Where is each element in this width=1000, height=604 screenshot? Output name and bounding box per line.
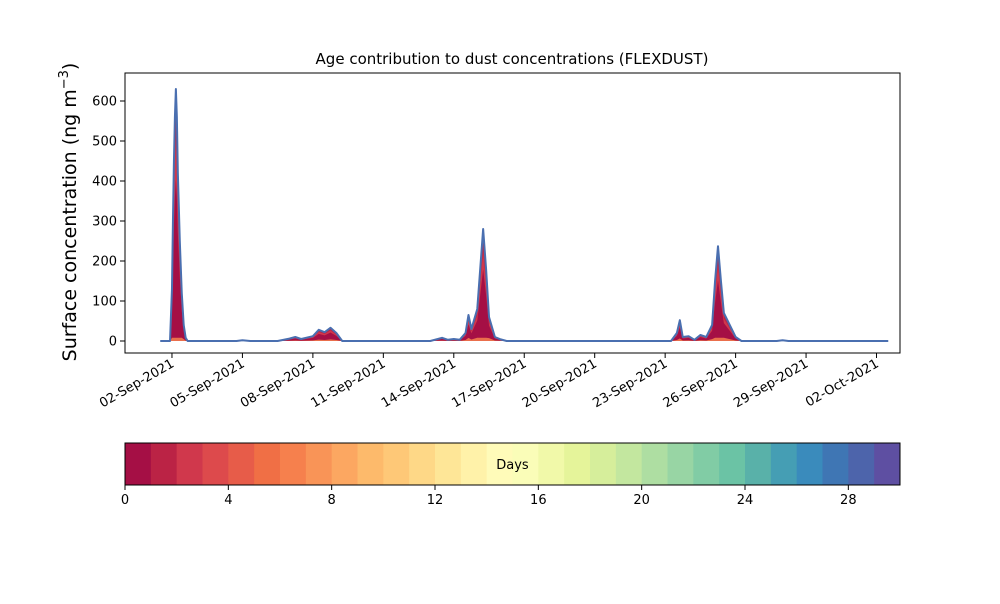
y-tick-label: 500 xyxy=(92,135,117,150)
colorbar-segment xyxy=(486,443,513,485)
colorbar-segment xyxy=(667,443,694,485)
colorbar-segment xyxy=(848,443,875,485)
colorbar-frame xyxy=(124,442,901,486)
colorbar-segment xyxy=(125,443,152,485)
colorbar-tick-label: 12 xyxy=(427,493,444,508)
colorbar-tick-label: 24 xyxy=(737,493,754,508)
colorbar-segment xyxy=(409,443,436,485)
x-tick-label: 02-Sep-2021 xyxy=(97,356,177,411)
axes-frame xyxy=(124,72,901,354)
y-tick-label: 300 xyxy=(92,215,117,230)
x-tick-label: 05-Sep-2021 xyxy=(168,356,248,411)
colorbar-segment xyxy=(796,443,823,485)
colorbar-segment xyxy=(822,443,849,485)
colorbar-segment xyxy=(641,443,668,485)
colorbar-segment xyxy=(460,443,488,485)
x-tick-label: 02-Oct-2021 xyxy=(803,356,881,410)
colorbar-segment xyxy=(435,443,462,485)
colorbar-segment xyxy=(357,443,384,485)
x-tick-label: 29-Sep-2021 xyxy=(731,356,811,411)
age-layer-area-1 xyxy=(160,106,889,341)
colorbar-segment xyxy=(512,443,539,485)
plot-area: 0 100 200 300 400 500 600 02-Sep-202105-Sep-202… xyxy=(92,72,901,411)
age-layer-area-2 xyxy=(160,139,889,341)
x-tick-label: 11-Sep-2021 xyxy=(309,356,389,411)
colorbar-segment xyxy=(590,443,617,485)
series-line-total xyxy=(160,88,889,342)
colorbar-tick-label: 4 xyxy=(224,493,232,508)
age-layer-area-0 xyxy=(160,89,889,341)
colorbar-segment xyxy=(280,443,307,485)
x-tick-label: 20-Sep-2021 xyxy=(520,356,600,411)
x-tick-label: 17-Sep-2021 xyxy=(449,356,529,411)
colorbar: 0 4 8 12 16 20 24 28 Days xyxy=(121,442,901,508)
colorbar-segment xyxy=(719,443,746,485)
y-axis-label-close: ) xyxy=(59,63,81,70)
colorbar-segment xyxy=(228,443,255,485)
y-tick-label: 100 xyxy=(92,295,117,310)
y-tick-label: 600 xyxy=(92,95,117,110)
colorbar-segment xyxy=(202,443,229,485)
age-layer-area-3 xyxy=(160,179,889,341)
y-axis-label: Surface concentration (ng m−3) xyxy=(57,63,81,362)
y-axis-label-main: Surface concentration (ng m xyxy=(59,89,81,361)
colorbar-tick-label: 20 xyxy=(633,493,650,508)
colorbar-segment xyxy=(176,443,203,485)
colorbar-tick-label: 16 xyxy=(530,493,547,508)
colorbar-segment xyxy=(383,443,410,485)
colorbar-label: Days xyxy=(496,458,529,473)
y-axis-label-exponent: −3 xyxy=(57,70,72,89)
y-tick-label: 400 xyxy=(92,175,117,190)
y-tick-label: 0 xyxy=(109,335,117,350)
colorbar-segment xyxy=(693,443,720,485)
colorbar-segment xyxy=(254,443,281,485)
colorbar-segment xyxy=(770,443,798,485)
colorbar-segment xyxy=(305,443,333,485)
x-tick-label: 26-Sep-2021 xyxy=(661,356,741,411)
colorbar-segment xyxy=(150,443,178,485)
y-tick-label: 200 xyxy=(92,255,117,270)
x-tick-label: 23-Sep-2021 xyxy=(590,356,670,411)
x-tick-label: 14-Sep-2021 xyxy=(379,356,459,411)
colorbar-segment xyxy=(331,443,358,485)
colorbar-segment xyxy=(564,443,591,485)
colorbar-tick-label: 0 xyxy=(121,493,129,508)
colorbar-segment xyxy=(615,443,643,485)
x-tick-label: 08-Sep-2021 xyxy=(238,356,318,411)
colorbar-tick-label: 28 xyxy=(840,493,857,508)
colorbar-segment xyxy=(745,443,772,485)
chart-title: Age contribution to dust concentrations … xyxy=(316,50,709,68)
colorbar-segment xyxy=(538,443,565,485)
colorbar-tick-label: 8 xyxy=(328,493,336,508)
colorbar-segment xyxy=(874,443,901,485)
